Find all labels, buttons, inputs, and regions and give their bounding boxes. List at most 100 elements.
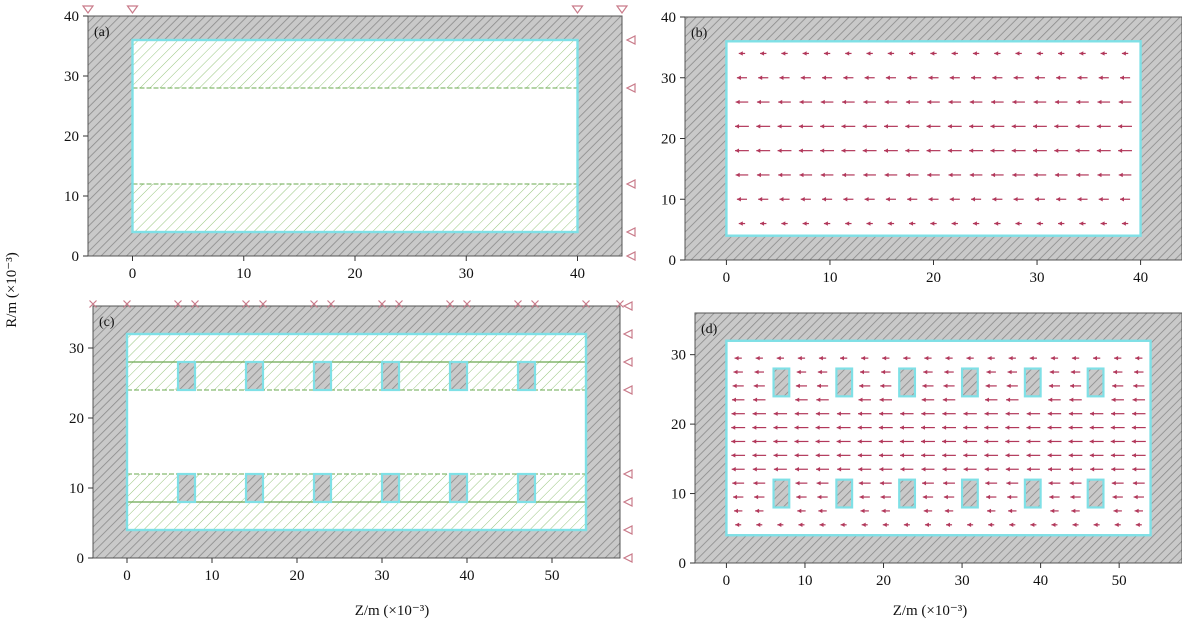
velocity-arrow — [1033, 172, 1047, 178]
x-tick-label: 10 — [822, 270, 837, 286]
velocity-arrow — [1114, 355, 1122, 361]
velocity-arrow — [942, 425, 956, 430]
velocity-arrow — [1069, 383, 1082, 389]
velocity-arrow — [1011, 148, 1026, 153]
panel-label: (d) — [701, 322, 718, 337]
x-tick-label: 20 — [290, 568, 305, 584]
velocity-arrow — [862, 148, 877, 153]
velocity-arrow — [1079, 51, 1086, 56]
x-tick-label: 50 — [545, 568, 560, 584]
velocity-arrow — [1112, 494, 1123, 500]
velocity-arrow — [984, 425, 999, 430]
velocity-arrow — [862, 124, 877, 129]
velocity-arrow — [1026, 411, 1041, 416]
velocity-arrow — [1120, 197, 1131, 202]
velocity-arrow — [963, 467, 977, 472]
velocity-arrow — [1056, 75, 1067, 80]
velocity-arrow — [947, 148, 962, 153]
velocity-arrow — [899, 425, 914, 430]
panel-label: (a) — [94, 25, 110, 40]
velocity-arrow — [921, 411, 935, 416]
wall-marker — [310, 300, 318, 308]
velocity-arrow — [753, 383, 765, 389]
velocity-arrow — [754, 369, 764, 375]
velocity-arrow — [815, 439, 830, 444]
velocity-arrow — [1026, 425, 1041, 430]
x-tick-label: 10 — [205, 568, 220, 584]
velocity-arrow — [949, 75, 960, 80]
velocity-arrow — [963, 439, 978, 444]
fin-block — [244, 360, 265, 392]
y-tick-label: 0 — [669, 253, 677, 269]
y-tick-label: 0 — [679, 556, 687, 572]
fluid-channel — [726, 340, 1151, 536]
velocity-arrow — [794, 467, 808, 472]
velocity-arrow — [988, 522, 995, 528]
velocity-arrow — [1093, 355, 1101, 361]
x-tick-label: 10 — [797, 573, 812, 589]
fin-block — [772, 367, 791, 398]
velocity-arrow — [887, 51, 895, 56]
velocity-arrow — [1075, 148, 1090, 153]
velocity-arrow — [942, 439, 957, 444]
velocity-arrow — [966, 355, 974, 361]
fin-block — [835, 367, 854, 398]
x-tick-label: 30 — [459, 266, 474, 282]
velocity-arrow — [949, 197, 960, 202]
y-tick-label: 30 — [69, 341, 84, 357]
velocity-arrow — [1076, 172, 1089, 178]
velocity-arrow — [731, 411, 745, 416]
velocity-arrow — [836, 425, 851, 430]
velocity-arrow — [984, 467, 998, 472]
velocity-arrow — [1118, 124, 1132, 129]
velocity-arrow — [920, 439, 935, 444]
velocity-arrow — [837, 467, 851, 472]
velocity-arrow — [1069, 467, 1083, 472]
y-tick-label: 30 — [671, 348, 686, 364]
velocity-arrow — [795, 480, 808, 486]
x-tick-label: 0 — [129, 266, 137, 282]
velocity-arrow — [777, 522, 784, 528]
velocity-arrow — [987, 508, 996, 514]
velocity-arrow — [800, 197, 811, 202]
velocity-arrow — [900, 411, 914, 416]
velocity-arrow — [734, 508, 743, 514]
x-tick-label: 0 — [723, 270, 731, 286]
outlet-marker — [625, 35, 636, 45]
velocity-arrow — [900, 453, 914, 458]
velocity-arrow — [986, 369, 996, 375]
x-tick-label: 40 — [570, 266, 585, 282]
velocity-arrow — [880, 383, 892, 389]
velocity-arrow — [756, 99, 770, 105]
velocity-arrow — [798, 148, 813, 153]
velocity-arrow — [1068, 453, 1083, 458]
velocity-arrow — [815, 411, 830, 416]
wall-marker — [514, 300, 522, 308]
y-tick-label: 40 — [661, 10, 676, 26]
velocity-arrow — [1071, 508, 1080, 514]
velocity-arrow — [1118, 99, 1132, 105]
velocity-arrow — [882, 522, 889, 528]
velocity-arrow — [864, 75, 875, 80]
velocity-arrow — [1111, 480, 1124, 486]
x-axis-label: Z/m (×10⁻³) — [355, 603, 430, 619]
velocity-arrow — [866, 221, 873, 226]
velocity-arrow — [1030, 522, 1037, 528]
velocity-arrow — [857, 439, 872, 444]
x-axis-label-right: Z/m (×10⁻³) — [893, 603, 968, 619]
velocity-arrow — [815, 425, 830, 430]
velocity-arrow — [1118, 172, 1132, 178]
velocity-arrow — [1007, 494, 1018, 500]
fin-block — [1023, 478, 1042, 509]
wall-marker — [242, 300, 250, 308]
x-tick-label: 20 — [348, 266, 363, 282]
velocity-arrow — [736, 75, 747, 80]
velocity-arrow — [947, 124, 962, 129]
velocity-arrow — [1068, 411, 1083, 416]
velocity-arrow — [843, 197, 854, 202]
velocity-arrow — [1049, 494, 1060, 500]
velocity-arrow — [820, 99, 834, 105]
velocity-arrow — [928, 75, 939, 80]
velocity-arrow — [797, 508, 806, 514]
velocity-arrow — [752, 453, 767, 458]
